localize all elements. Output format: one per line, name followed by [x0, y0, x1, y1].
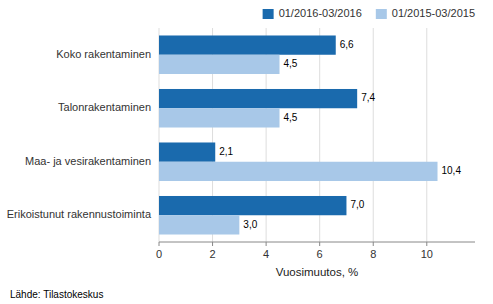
legend-label: 01/2016-03/2016 [279, 7, 362, 19]
tick-mark [212, 242, 213, 246]
tick-mark [159, 242, 160, 246]
data-labels: 6,6 7,4 2,1 7,0 4,5 4,5 10,4 3,0 [219, 39, 461, 230]
y-axis-labels: Koko rakentaminen Talonrakentaminen Maa- j… [7, 48, 152, 221]
tick-mark [373, 242, 374, 246]
bar [159, 108, 280, 127]
bars [159, 35, 438, 234]
bar [159, 196, 346, 215]
bar [159, 89, 357, 108]
data-label: 3,0 [243, 219, 257, 230]
x-axis-title: Vuosimuutos, % [276, 266, 359, 278]
tick-label: 4 [263, 248, 269, 260]
chart: Koko rakentaminen Talonrakentaminen Maa- j… [0, 0, 493, 304]
grid-line [373, 28, 374, 242]
category-label: Koko rakentaminen [56, 48, 151, 60]
tick-mark [319, 242, 320, 246]
legend-label: 01/2015-03/2015 [392, 7, 475, 19]
category-label: Talonrakentaminen [58, 101, 151, 113]
legend-swatch [376, 9, 387, 19]
tick-label: 10 [421, 248, 433, 260]
chart-container: Koko rakentaminen Talonrakentaminen Maa- j… [0, 0, 493, 304]
tick-label: 2 [209, 248, 215, 260]
grid [159, 28, 427, 242]
tick-label: 6 [317, 248, 323, 260]
category-label: Maa- ja vesirakentaminen [25, 155, 151, 167]
bar [159, 55, 280, 74]
grid-line [426, 28, 427, 242]
tick-label: 0 [156, 248, 162, 260]
bar [159, 142, 215, 161]
data-label: 10,4 [442, 165, 462, 176]
bar [159, 162, 438, 181]
tick-mark [266, 242, 267, 246]
data-label: 4,5 [284, 58, 298, 69]
x-axis: 0 2 4 6 8 10 [156, 242, 475, 260]
legend: 01/2015-03/2015 01/2016-03/2016 [263, 7, 475, 19]
data-label: 7,4 [361, 92, 375, 103]
source-note: Lähde: Tilastokeskus [10, 289, 103, 300]
bar [159, 215, 239, 234]
tick-mark [426, 242, 427, 246]
data-label: 4,5 [284, 112, 298, 123]
background [0, 0, 493, 304]
tick-label: 8 [370, 248, 376, 260]
data-label: 2,1 [219, 146, 233, 157]
data-label: 7,0 [350, 199, 364, 210]
category-label: Erikoistunut rakennustoiminta [7, 208, 152, 220]
data-label: 6,6 [340, 39, 354, 50]
legend-swatch [263, 9, 274, 19]
bar [159, 35, 336, 54]
x-axis-line [159, 242, 475, 243]
